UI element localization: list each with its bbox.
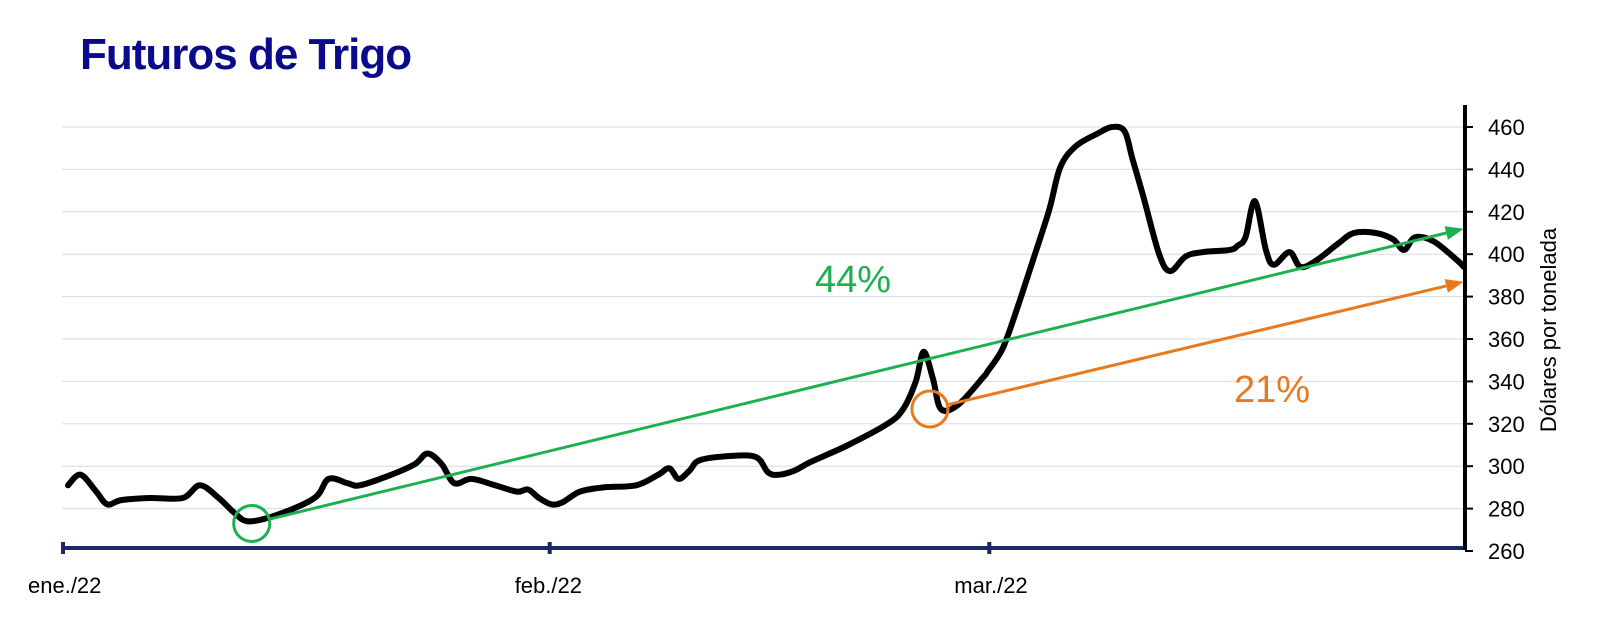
y-tick-label: 260: [1488, 539, 1525, 564]
y-tick-label: 400: [1488, 242, 1525, 267]
arrow-head: [1444, 279, 1464, 293]
y-tick-label: 340: [1488, 369, 1525, 394]
percent-change-label: 44%: [815, 259, 891, 301]
y-tick-label: 280: [1488, 497, 1525, 522]
highlight-circle: [910, 389, 950, 429]
series-line: [65, 123, 1467, 525]
arrow-head: [1444, 226, 1464, 240]
price-series: [65, 123, 1467, 525]
x-tick-label: mar./22: [954, 573, 1027, 598]
y-axis-ticks: 260 280 300 320 340 360 380 400 420 440 460: [1465, 115, 1525, 564]
y-tick-label: 460: [1488, 115, 1525, 140]
y-axis-title: Dólares por tonelada: [1536, 227, 1561, 432]
trend-arrow: [947, 284, 1447, 407]
y-tick-label: 440: [1488, 157, 1525, 182]
x-tick-label: feb./22: [515, 573, 582, 598]
y-tick-label: 420: [1488, 200, 1525, 225]
highlight-circle: [232, 503, 272, 543]
percent-change-label: 21%: [1234, 369, 1310, 411]
y-tick-label: 300: [1488, 454, 1525, 479]
trend-annotations: 44% 21%: [232, 226, 1464, 543]
trend-arrow: [268, 231, 1447, 521]
x-axis-ticks: ene./22 feb./22 mar./22: [28, 542, 1028, 598]
x-tick-label: ene./22: [28, 573, 101, 598]
gridlines: [62, 126, 1465, 510]
chart-title: Futuros de Trigo: [80, 30, 412, 79]
y-tick-label: 380: [1488, 285, 1525, 310]
y-tick-label: 360: [1488, 327, 1525, 352]
y-tick-label: 320: [1488, 412, 1525, 437]
